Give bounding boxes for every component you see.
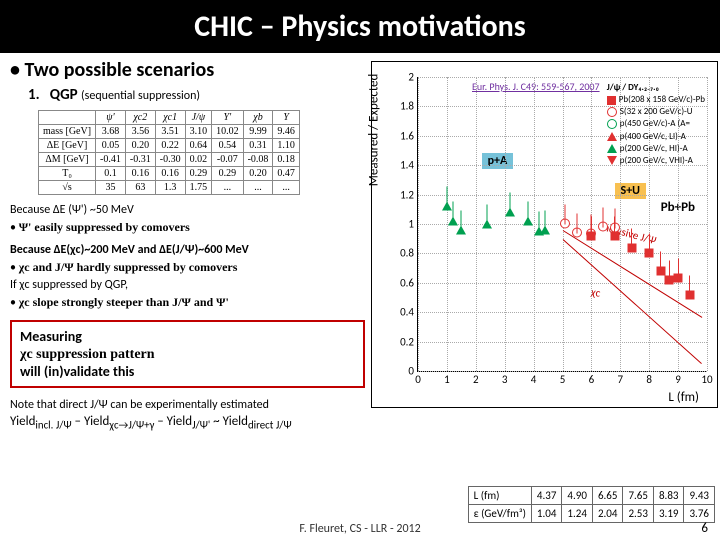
bullet-chic: • χc and J/Ψ hardly suppressed by comove…	[10, 260, 365, 275]
bullet1-text: Ψ' easily suppressed by comovers	[19, 220, 190, 234]
scenarios-heading: • Two possible scenarios	[10, 58, 365, 82]
f-s1: incl. J/Ψ	[35, 419, 71, 432]
f-m2: – Yield	[154, 414, 192, 429]
ratio-plot: Eur. Phys. J. C49: 559-567, 2007 Measure…	[371, 61, 718, 408]
bullet3-text: χc slope strongly steeper than J/Ψ and Ψ…	[19, 295, 229, 309]
bullet2-text: χc and J/Ψ hardly suppressed by comovers	[19, 260, 238, 274]
f-s4: direct J/Ψ	[248, 419, 292, 432]
highlight-box: Measuring χc suppression pattern will (i…	[10, 320, 365, 388]
if-line: If χc suppressed by QGP,	[10, 278, 365, 292]
note-direct: Note that direct J/Ψ can be experimental…	[10, 398, 365, 412]
page-number: 6	[701, 521, 708, 536]
data-table: L (fm)4.374.906.657.658.839.43ε (GeV/fm³…	[468, 486, 715, 523]
y-axis-label: Measured / Expected	[367, 73, 382, 186]
plot-legend: J/ψ / DY₄.₂₋₇.₀Pb(208 x 158 GeV/c)-PbS(3…	[607, 82, 705, 167]
because2-text: Because ΔE(χc)~200 MeV and ΔE(J/Ψ)~600 M…	[10, 243, 249, 257]
f-a: Yield	[10, 414, 35, 429]
f-s2: χc→J/Ψ+γ	[109, 419, 154, 432]
f-m1: – Yield	[72, 414, 110, 429]
f-s3: J/Ψ'	[192, 419, 210, 432]
box-l1: Measuring	[20, 328, 82, 345]
heading-text: Two possible scenarios	[24, 58, 214, 82]
qgp-label: QGP	[50, 86, 78, 104]
if-text: If χc suppressed by QGP,	[10, 278, 128, 292]
main-content: • Two possible scenarios 1. QGP (sequent…	[0, 53, 720, 543]
page-title: CHIC – Physics motivations	[0, 0, 720, 53]
qgp-sub: (sequential suppression)	[81, 89, 200, 103]
box-l2: χc suppression pattern	[20, 347, 155, 362]
because-1: Because ΔE (Ψ') ~50 MeV	[10, 203, 365, 217]
yield-formula: Yieldincl. J/Ψ – Yieldχc→J/Ψ+γ – YieldJ/…	[10, 414, 365, 432]
bullet-psi-prime: • Ψ' easily suppressed by comovers	[10, 220, 365, 235]
params-table: ψ'χc2χc1J/ψΥ'χbΥmass [GeV]3.683.563.513.…	[38, 110, 300, 195]
footer: F. Fleuret, CS - LLR - 2012	[0, 522, 720, 536]
box-l3: will (in)validate this	[20, 363, 134, 380]
su-label: S+U	[615, 183, 646, 199]
left-column: • Two possible scenarios 1. QGP (sequent…	[10, 58, 365, 432]
f-t: ~ Yield	[210, 414, 248, 429]
x-axis-label: L (fm)	[668, 390, 699, 405]
pa-label: p+A	[482, 153, 514, 169]
bullet-slope: • χc slope strongly steeper than J/Ψ and…	[10, 295, 365, 310]
because-2: Because ΔE(χc)~200 MeV and ΔE(J/Ψ)~600 M…	[10, 243, 365, 257]
scenario-1: 1. QGP (sequential suppression)	[28, 86, 365, 104]
